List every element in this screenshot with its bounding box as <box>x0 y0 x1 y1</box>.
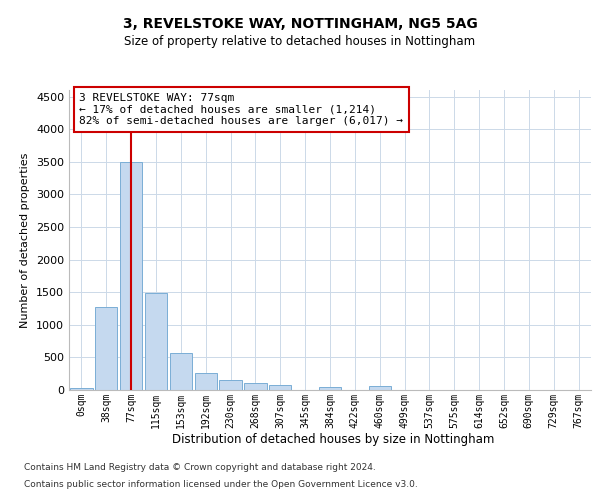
Text: Contains HM Land Registry data © Crown copyright and database right 2024.: Contains HM Land Registry data © Crown c… <box>24 464 376 472</box>
Bar <box>368 386 391 390</box>
Bar <box>244 384 266 390</box>
Text: 3, REVELSTOKE WAY, NOTTINGHAM, NG5 5AG: 3, REVELSTOKE WAY, NOTTINGHAM, NG5 5AG <box>122 18 478 32</box>
Bar <box>269 385 292 390</box>
Bar <box>170 352 192 390</box>
Bar <box>220 380 242 390</box>
Bar <box>145 294 167 390</box>
Text: Contains public sector information licensed under the Open Government Licence v3: Contains public sector information licen… <box>24 480 418 489</box>
Bar <box>319 386 341 390</box>
Text: Size of property relative to detached houses in Nottingham: Size of property relative to detached ho… <box>124 35 476 48</box>
Text: 3 REVELSTOKE WAY: 77sqm
← 17% of detached houses are smaller (1,214)
82% of semi: 3 REVELSTOKE WAY: 77sqm ← 17% of detache… <box>79 93 403 126</box>
Text: Distribution of detached houses by size in Nottingham: Distribution of detached houses by size … <box>172 432 494 446</box>
Y-axis label: Number of detached properties: Number of detached properties <box>20 152 31 328</box>
Bar <box>70 388 92 390</box>
Bar <box>95 306 118 390</box>
Bar <box>120 162 142 390</box>
Bar <box>194 373 217 390</box>
